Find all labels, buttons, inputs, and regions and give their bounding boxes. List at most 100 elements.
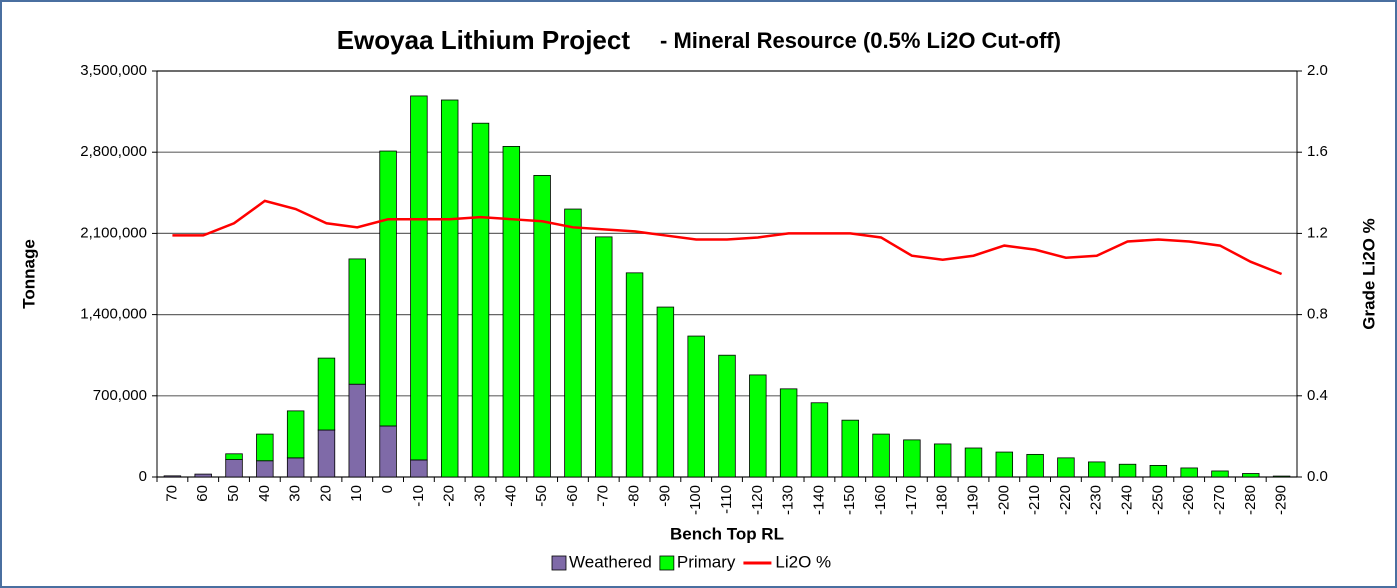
x-tick-label: -260 [1180, 485, 1197, 515]
bar [687, 335, 705, 478]
bar [595, 236, 613, 478]
y2-tick-label: 0.0 [1307, 468, 1328, 485]
y-tick-label: 1,400,000 [80, 306, 147, 323]
y2-axis-title: Grade Li2O % [1359, 218, 1378, 329]
legend-label: Primary [677, 552, 736, 571]
x-tick-label: -280 [1242, 485, 1259, 515]
bar [348, 258, 366, 385]
y-tick-label: 2,800,000 [80, 143, 147, 160]
x-tick-label: 50 [225, 485, 242, 502]
y-tick-label: 0 [139, 468, 147, 485]
y2-tick-label: 1.6 [1307, 143, 1328, 160]
x-tick-label: -150 [841, 485, 858, 515]
x-tick-label: -200 [995, 485, 1012, 515]
x-tick-label: -40 [502, 485, 519, 507]
x-tick-label: -120 [749, 485, 766, 515]
x-tick-label: -170 [903, 485, 920, 515]
legend-label: Weathered [569, 552, 652, 571]
y2-tick-label: 0.8 [1307, 306, 1328, 323]
y-tick-label: 700,000 [93, 387, 147, 404]
x-tick-label: -270 [1211, 485, 1228, 515]
bar [718, 354, 736, 478]
x-axis-title: Bench Top RL [670, 524, 784, 543]
x-tick-label: -30 [471, 485, 488, 507]
x-tick-label: -50 [533, 485, 550, 507]
bar [471, 122, 490, 478]
x-tick-label: -160 [872, 485, 889, 515]
bar [317, 357, 336, 431]
x-tick-label: 40 [256, 485, 273, 502]
bar [440, 99, 459, 478]
bar [903, 439, 921, 478]
bar [348, 383, 366, 478]
y2-tick-label: 0.4 [1307, 387, 1328, 404]
bar [225, 453, 243, 460]
bar [194, 473, 212, 478]
bar [1118, 463, 1137, 478]
x-tick-label: -20 [441, 485, 458, 507]
bar [410, 95, 428, 461]
bar [1026, 453, 1044, 478]
bar [286, 457, 305, 478]
bar [256, 433, 274, 462]
legend-swatch [659, 555, 675, 571]
bar [1149, 464, 1168, 478]
bar [933, 443, 952, 478]
x-tick-label: 10 [348, 485, 365, 502]
x-tick-label: -70 [595, 485, 612, 507]
bar [225, 459, 243, 478]
y2-tick-label: 2.0 [1307, 62, 1328, 79]
y-tick-label: 2,100,000 [80, 224, 147, 241]
bar [286, 410, 305, 459]
bar [410, 459, 428, 478]
bar [379, 150, 397, 427]
x-tick-label: -230 [1088, 485, 1105, 515]
bar [379, 425, 397, 478]
x-tick-label: -110 [718, 485, 735, 514]
bar [564, 208, 582, 478]
x-tick-label: -250 [1149, 485, 1166, 515]
chart-subtitle: - Mineral Resource (0.5% Li2O Cut-off) [660, 28, 1061, 53]
x-tick-label: 20 [317, 485, 334, 502]
bar [1180, 467, 1198, 478]
x-tick-label: -80 [626, 485, 643, 507]
x-tick-label: 70 [163, 485, 180, 502]
chart-title: Ewoyaa Lithium Project [337, 25, 631, 55]
x-tick-label: -290 [1273, 485, 1290, 515]
bar [1088, 461, 1106, 478]
bar [502, 145, 521, 478]
bar [1242, 473, 1260, 478]
bar [163, 475, 182, 478]
x-tick-label: 0 [379, 485, 396, 493]
bar [533, 174, 551, 478]
bar [317, 429, 336, 478]
x-tick-label: -190 [964, 485, 981, 515]
x-tick-label: -100 [687, 485, 704, 515]
x-tick-label: -220 [1057, 485, 1074, 515]
x-tick-label: -10 [410, 485, 427, 507]
bar [841, 419, 859, 478]
bar [964, 447, 983, 478]
line [172, 199, 1283, 276]
x-tick-label: 60 [194, 485, 211, 502]
bar [1211, 470, 1229, 478]
bar [779, 388, 798, 478]
legend-swatch [551, 555, 567, 571]
y-tick-label: 3,500,000 [80, 62, 147, 79]
x-tick-label: -60 [564, 485, 581, 507]
y2-tick-label: 1.2 [1307, 224, 1328, 241]
x-tick-label: -210 [1026, 485, 1043, 515]
bar [810, 402, 829, 478]
x-tick-label: -130 [780, 485, 797, 515]
bar [749, 374, 767, 478]
bar [1272, 475, 1291, 478]
x-tick-label: -180 [934, 485, 951, 515]
bar [872, 433, 890, 478]
bar [256, 460, 274, 478]
x-tick-label: -140 [810, 485, 827, 515]
bar [625, 272, 644, 478]
legend-label: Li2O % [775, 552, 831, 571]
